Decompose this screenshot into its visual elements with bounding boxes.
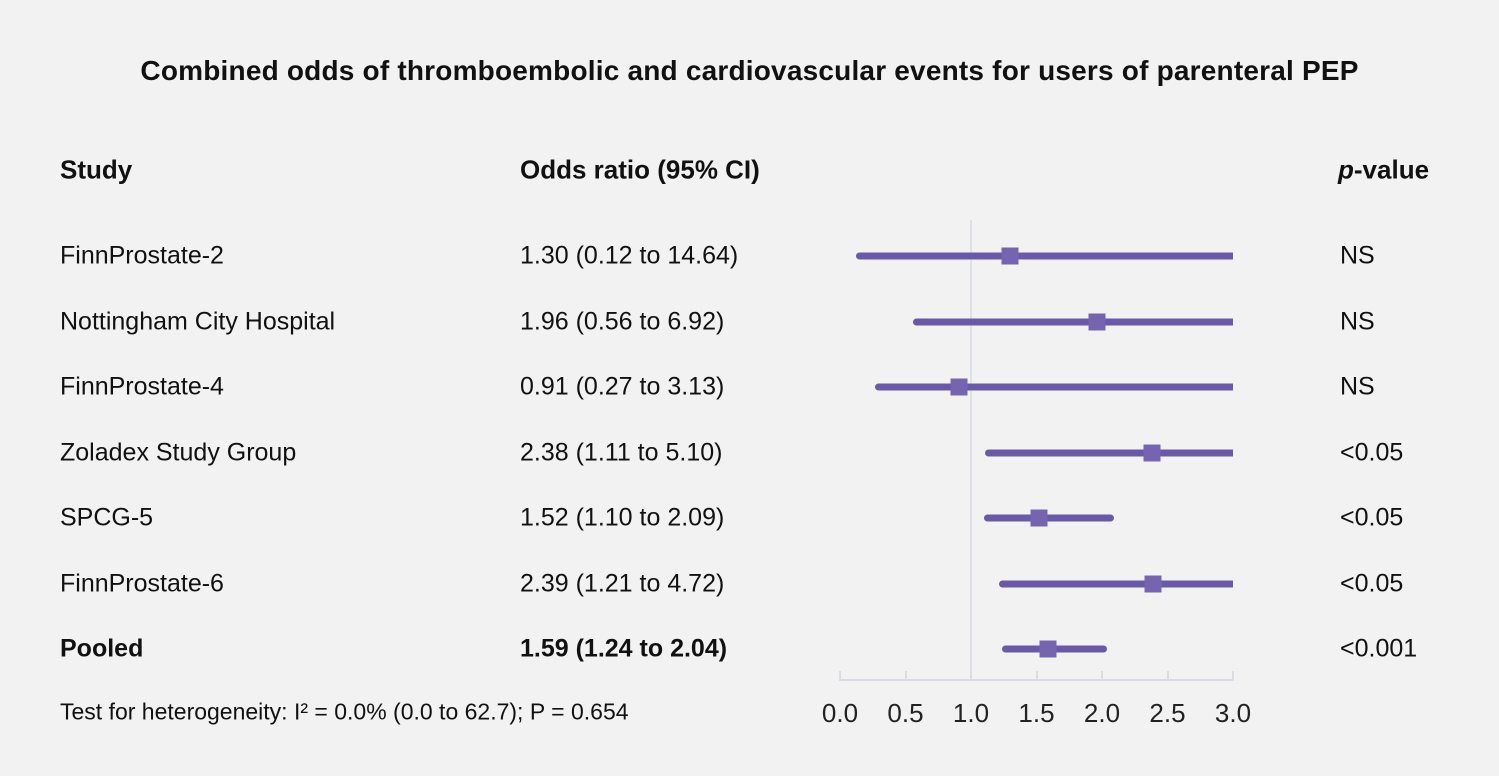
p-value: <0.05 — [1340, 569, 1404, 597]
study-label: Pooled — [60, 634, 144, 663]
x-axis-tick-label: 1.0 — [952, 698, 990, 728]
odds-ratio-value: 2.39 (1.21 to 4.72) — [520, 569, 725, 597]
odds-ratio-value: 1.59 (1.24 to 2.04) — [520, 634, 728, 663]
study-label: SPCG-5 — [60, 503, 154, 532]
odds-ratio-value: 1.52 (1.10 to 2.09) — [520, 503, 725, 532]
x-axis-tick-label: 0.0 — [821, 698, 859, 728]
study-label: FinnProstate-6 — [60, 569, 224, 597]
p-value: <0.001 — [1340, 634, 1418, 663]
reference-line-or-1 — [970, 220, 972, 681]
x-axis-tick — [904, 671, 907, 679]
confidence-interval-line — [998, 580, 1233, 587]
x-axis-line — [839, 679, 1234, 681]
confidence-interval-line — [913, 318, 1233, 325]
p-value: NS — [1340, 307, 1375, 335]
study-label: Nottingham City Hospital — [60, 307, 336, 335]
x-axis-tick-label: 2.0 — [1083, 698, 1121, 728]
estimate-marker — [1088, 313, 1106, 330]
estimate-marker — [1143, 444, 1161, 461]
odds-ratio-value: 1.96 (0.56 to 6.92) — [520, 307, 725, 335]
p-value: NS — [1340, 241, 1375, 270]
p-value: <0.05 — [1340, 503, 1404, 532]
column-header-odds-ratio: Odds ratio (95% CI) — [520, 154, 760, 185]
x-axis-tick-label: 1.5 — [1018, 698, 1055, 728]
x-axis-tick — [1166, 671, 1169, 679]
x-axis-tick-label: 0.5 — [887, 698, 924, 728]
odds-ratio-value: 1.30 (0.12 to 14.64) — [520, 241, 739, 270]
estimate-marker — [1001, 247, 1019, 265]
x-axis-tick — [839, 671, 841, 679]
p-value-header-suffix: -value — [1353, 154, 1430, 185]
x-axis-tick-label: 3.0 — [1214, 698, 1252, 728]
column-header-study: Study — [60, 154, 133, 185]
odds-ratio-value: 2.38 (1.11 to 5.10) — [520, 438, 723, 466]
p-value: <0.05 — [1340, 438, 1404, 466]
p-value-header-p: p — [1338, 154, 1354, 185]
study-label: FinnProstate-4 — [60, 372, 224, 401]
estimate-marker — [950, 378, 968, 396]
study-label: Zoladex Study Group — [60, 438, 297, 466]
x-axis-tick — [1035, 671, 1038, 679]
confidence-interval-line — [875, 383, 1233, 391]
estimate-marker — [1039, 640, 1057, 658]
confidence-interval-line — [985, 449, 1233, 456]
estimate-marker — [1030, 509, 1048, 527]
confidence-interval-line — [984, 514, 1114, 522]
p-value: NS — [1340, 372, 1375, 401]
confidence-interval-line — [855, 252, 1233, 260]
x-axis-tick — [970, 671, 972, 679]
heterogeneity-footnote: Test for heterogeneity: I² = 0.0% (0.0 t… — [60, 698, 629, 725]
x-axis-tick-label: 2.5 — [1149, 698, 1186, 728]
x-axis-tick — [1101, 671, 1103, 679]
odds-ratio-value: 0.91 (0.27 to 3.13) — [520, 372, 725, 401]
x-axis-tick — [1232, 671, 1234, 679]
column-header-p-value: p-value — [1338, 155, 1429, 186]
study-label: FinnProstate-2 — [60, 241, 224, 270]
estimate-marker — [1144, 575, 1162, 592]
page-title: Combined odds of thromboembolic and card… — [140, 55, 1359, 86]
